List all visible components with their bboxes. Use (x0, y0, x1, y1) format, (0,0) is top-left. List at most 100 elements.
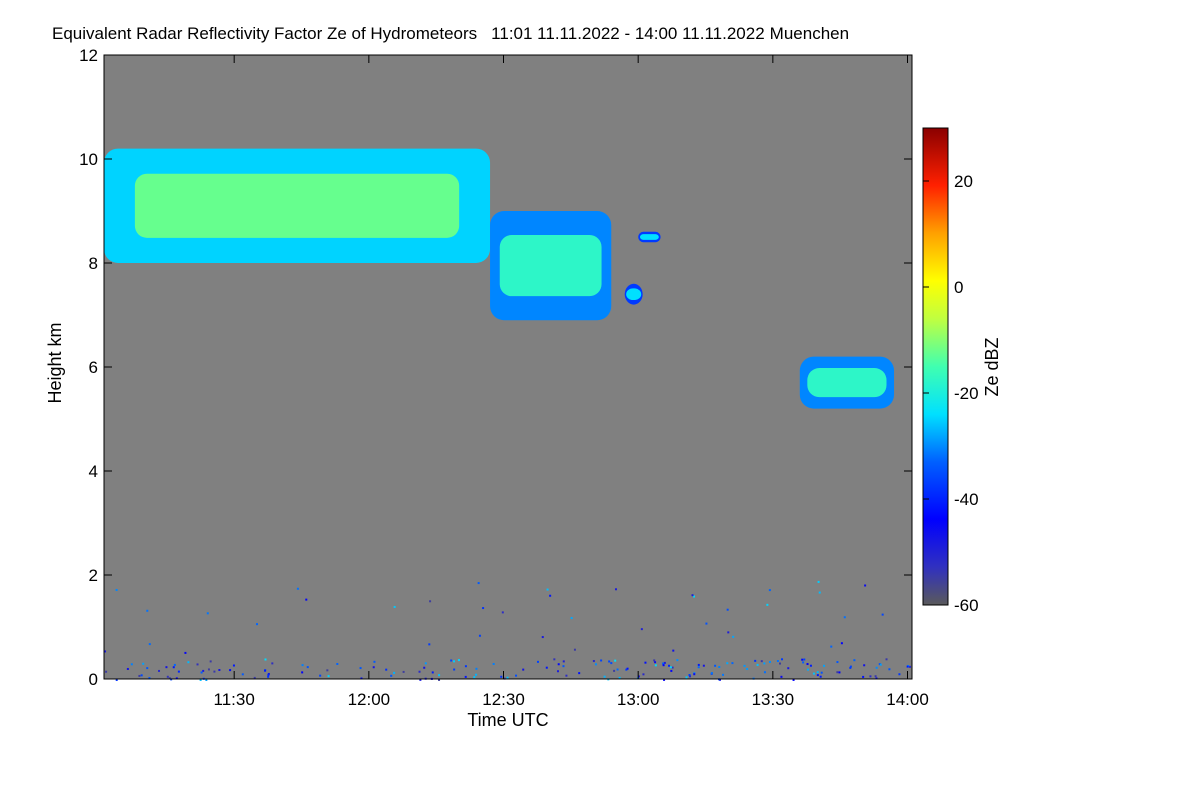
speckle-pixel (768, 589, 771, 592)
speckle-pixel (743, 664, 746, 667)
speckle-pixel (115, 588, 118, 591)
speckle-pixel (766, 603, 769, 606)
x-axis-title: Time UTC (467, 710, 548, 730)
speckle-pixel (697, 666, 700, 669)
speckle-pixel (126, 667, 129, 670)
speckle-pixel (654, 664, 657, 667)
speckle-pixel (115, 678, 118, 681)
speckle-pixel (241, 673, 244, 676)
speckle-pixel (702, 664, 705, 667)
y-axis: 0 2 4 6 8 10 12 (79, 46, 912, 689)
speckle-pixel (557, 663, 560, 666)
speckle-pixel (726, 608, 729, 611)
speckle-pixel (843, 616, 846, 619)
speckle-pixel (869, 675, 872, 678)
speckle-pixel (697, 663, 700, 666)
speckle-pixel (787, 667, 790, 670)
colorbar-tick-label: -60 (954, 596, 979, 615)
speckle-pixel (541, 636, 544, 639)
speckle-pixel (614, 659, 617, 662)
speckle-pixel (906, 665, 909, 668)
speckle-pixel (640, 628, 643, 631)
speckle-pixel (168, 677, 171, 680)
speckle-pixel (653, 659, 656, 662)
speckle-pixel (898, 673, 901, 676)
speckle-pixel (578, 672, 581, 675)
speckle-pixel (714, 664, 717, 667)
speckle-pixel (792, 678, 795, 681)
speckle-pixel (464, 665, 467, 668)
speckle-pixel (731, 662, 734, 665)
speckle-pixel (908, 665, 911, 668)
speckle-pixel (187, 661, 190, 664)
speckle-pixel (301, 671, 304, 674)
speckle-pixel (668, 664, 671, 667)
speckle-pixel (819, 675, 822, 678)
speckle-pixel (253, 676, 256, 679)
speckle-pixel (732, 635, 735, 638)
speckle-pixel (177, 670, 180, 673)
upper-cloud-tail-core (499, 235, 602, 297)
speckle-pixel (453, 668, 456, 671)
y-tick-label: 10 (79, 150, 98, 169)
speckle-pixel (806, 663, 809, 666)
speckle-pixel (556, 670, 559, 673)
speckle-pixel (428, 643, 431, 646)
speckle-pixel (768, 660, 771, 663)
speckle-pixel (360, 677, 363, 680)
speckle-pixel (305, 598, 308, 601)
speckle-pixel (573, 648, 576, 651)
speckle-pixel (205, 678, 208, 681)
speckle-pixel (888, 668, 891, 671)
speckle-pixel (326, 669, 329, 672)
speckle-pixel (875, 666, 878, 669)
speckle-pixel (685, 676, 688, 679)
speckle-pixel (562, 665, 565, 668)
speckle-pixel (885, 658, 888, 661)
speckle-pixel (209, 660, 212, 663)
speckle-pixel (385, 668, 388, 671)
speckle-pixel (306, 666, 309, 669)
speckle-pixel (424, 662, 427, 665)
speckle-pixel (662, 662, 665, 665)
speckle-pixel (184, 651, 187, 654)
upper-cloud-main-core (134, 173, 460, 238)
speckle-pixel (373, 660, 376, 663)
speckle-pixel (327, 675, 330, 678)
speckle-pixel (669, 666, 672, 669)
speckle-pixel (776, 660, 779, 663)
y-tick-label: 4 (89, 462, 98, 481)
speckle-pixel (840, 642, 843, 645)
speckle-pixel (146, 609, 149, 612)
speckle-pixel (565, 674, 568, 677)
speckle-pixel (173, 663, 176, 666)
speckle-pixel (710, 672, 713, 675)
y-tick-label: 8 (89, 254, 98, 273)
speckle-pixel (803, 658, 806, 661)
speckle-pixel (806, 668, 809, 671)
speckle-pixel (207, 668, 210, 671)
speckle-pixel (158, 669, 161, 672)
speckle-pixel (727, 631, 730, 634)
speckle-pixel (614, 588, 617, 591)
speckle-pixel (864, 584, 867, 587)
speckle-pixel (802, 661, 805, 664)
speckle-pixel (625, 668, 628, 671)
speckle-pixel (722, 673, 725, 676)
speckle-pixel (663, 661, 666, 664)
speckle-pixel (138, 674, 141, 677)
speckle-pixel (760, 660, 763, 663)
speckle-pixel (818, 591, 821, 594)
x-tick-label: 14:00 (886, 690, 929, 709)
speckle-pixel (336, 662, 339, 665)
speckle-pixel (140, 674, 143, 677)
speckle-pixel (672, 649, 675, 652)
speckle-pixel (105, 670, 108, 673)
speckle-pixel (693, 672, 696, 675)
speckle-pixel (801, 658, 804, 661)
speckle-pixel (478, 634, 481, 637)
y-axis-title: Height km (45, 322, 65, 403)
speckle-pixel (642, 673, 645, 676)
speckle-pixel (229, 669, 232, 672)
speckle-pixel (393, 605, 396, 608)
